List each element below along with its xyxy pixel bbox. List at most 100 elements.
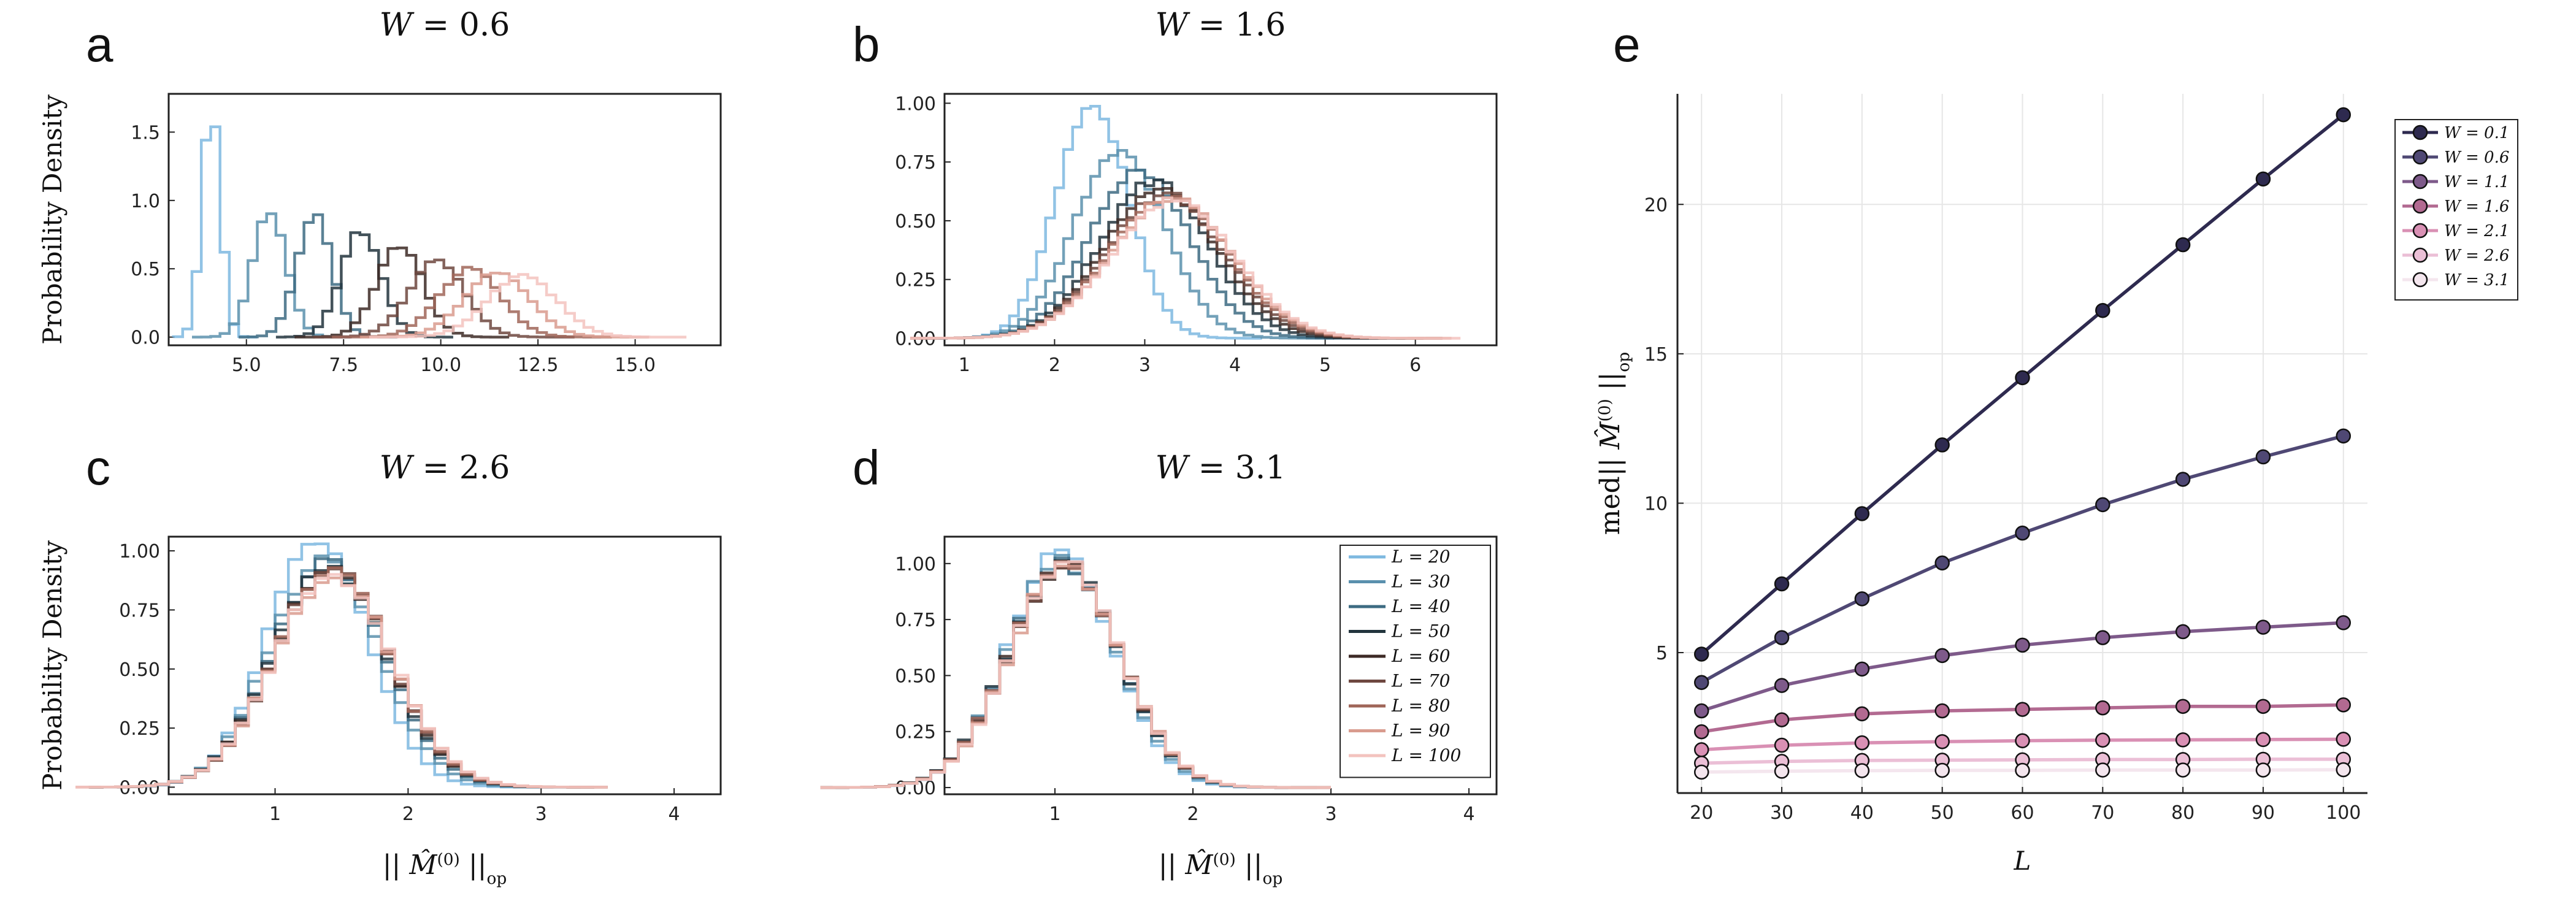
axis-label-part: med|| — [1595, 450, 1626, 535]
data-point — [2255, 732, 2271, 748]
histogram-series-2 — [927, 149, 1335, 340]
x-tick-label: 70 — [2091, 802, 2114, 824]
y-tick-label: 15 — [1644, 344, 1668, 366]
legend-label: L = 70 — [1391, 671, 1450, 691]
data-point — [1854, 661, 1870, 677]
panel-title: W = 3.1 — [1156, 450, 1286, 486]
data-point — [1854, 506, 1870, 521]
y-axis-label: Probability Density — [37, 540, 67, 791]
histogram-series-1 — [172, 125, 258, 339]
panel-label: a — [86, 17, 113, 72]
x-axis-label: L — [2014, 846, 2031, 876]
legend-label: W = 1.6 — [2444, 197, 2509, 216]
data-point — [2095, 497, 2110, 513]
legend-swatch-marker — [2412, 149, 2428, 165]
x-tick-label: 60 — [2011, 802, 2034, 824]
plot-frame — [943, 535, 1498, 795]
panel-title-var: W — [380, 7, 415, 44]
data-point — [1774, 630, 1790, 645]
axis-label-part: (0) — [437, 850, 459, 869]
histogram-series-4 — [88, 564, 594, 789]
y-tick-label: 10 — [1644, 493, 1668, 515]
x-tick-label: 3 — [1139, 355, 1151, 376]
histogram-series-8 — [359, 271, 650, 339]
panel-title-value: = 0.6 — [412, 7, 510, 44]
histogram-series-6 — [313, 258, 575, 339]
x-tick-label: 4 — [669, 803, 680, 825]
x-tick-label: 3 — [535, 803, 547, 825]
x-tick-label: 12.5 — [518, 355, 559, 376]
axis-label-part: || — [1595, 372, 1626, 399]
panel-label: e — [1613, 17, 1641, 72]
x-tick-label: 3 — [1325, 803, 1336, 825]
data-point — [2175, 762, 2191, 778]
histogram-series-3 — [239, 213, 397, 339]
panel-label: b — [853, 17, 880, 72]
data-point — [2015, 637, 2030, 653]
x-tick-label: 1 — [269, 803, 281, 825]
legend-label: W = 0.1 — [2444, 124, 2509, 142]
legend-box — [1340, 545, 1491, 778]
data-point — [2095, 700, 2110, 716]
data-point — [1934, 734, 1950, 749]
axis-label-part: || — [383, 849, 410, 881]
data-point — [1693, 675, 1709, 690]
panel-title-var: W — [1156, 450, 1190, 486]
data-point — [2336, 615, 2352, 631]
data-point — [2336, 732, 2352, 747]
data-point — [1774, 678, 1790, 693]
x-tick-label: 1 — [1049, 803, 1060, 825]
legend-swatch-marker — [2412, 247, 2428, 263]
legend-swatch-marker — [2412, 125, 2428, 140]
data-point — [2175, 732, 2191, 748]
y-tick-label: 1.5 — [131, 122, 160, 144]
data-point — [1934, 555, 1950, 571]
axis-label-part: M̂ — [408, 848, 437, 881]
x-tick-label: 5.0 — [232, 355, 261, 376]
histogram-series-7 — [88, 566, 608, 789]
axis-label-part: || — [460, 849, 487, 881]
data-point — [1934, 762, 1950, 778]
data-point — [1774, 764, 1790, 779]
x-tick-label: 10.0 — [420, 355, 461, 376]
histogram-series-3 — [88, 557, 594, 789]
axis-label: || M̂(0) ||op — [383, 848, 507, 888]
data-point — [1854, 591, 1870, 607]
x-tick-label: 4 — [1463, 803, 1474, 825]
data-point — [2255, 762, 2271, 778]
data-point — [2095, 302, 2110, 318]
y-tick-label: 0.0 — [131, 328, 160, 349]
y-axis-label: med|| M̂(0) ||op — [1593, 352, 1633, 535]
axis-label-part: (0) — [1213, 850, 1235, 869]
data-point — [2255, 171, 2271, 187]
data-point — [2095, 630, 2110, 645]
legend-label: L = 80 — [1391, 696, 1450, 716]
x-tick-label: 80 — [2171, 802, 2195, 824]
panel-title-value: = 1.6 — [1188, 7, 1286, 44]
panel-title-var: W — [1156, 7, 1190, 44]
y-tick-label: 0.50 — [895, 665, 936, 687]
data-point — [2255, 699, 2271, 714]
data-point — [1693, 764, 1709, 780]
x-tick-label: 40 — [1850, 802, 1874, 824]
y-tick-label: 0.00 — [895, 778, 936, 799]
histogram-series-6 — [88, 567, 608, 789]
histogram-series-2 — [192, 212, 351, 339]
axis-label-part: || — [1236, 849, 1263, 881]
data-point — [2336, 697, 2352, 713]
y-tick-label: 0.75 — [895, 152, 936, 174]
data-point — [1693, 742, 1709, 757]
data-point — [1693, 703, 1709, 719]
legend-label: L = 60 — [1391, 646, 1450, 666]
legend-label: L = 40 — [1391, 596, 1450, 616]
data-point — [2175, 472, 2191, 487]
histogram-series-5 — [88, 566, 594, 789]
plot-frame — [167, 93, 722, 347]
data-point — [1693, 646, 1709, 662]
axis-label-part: (0) — [1595, 399, 1614, 421]
x-tick-label: 1 — [959, 355, 970, 376]
x-tick-label: 6 — [1409, 355, 1421, 376]
